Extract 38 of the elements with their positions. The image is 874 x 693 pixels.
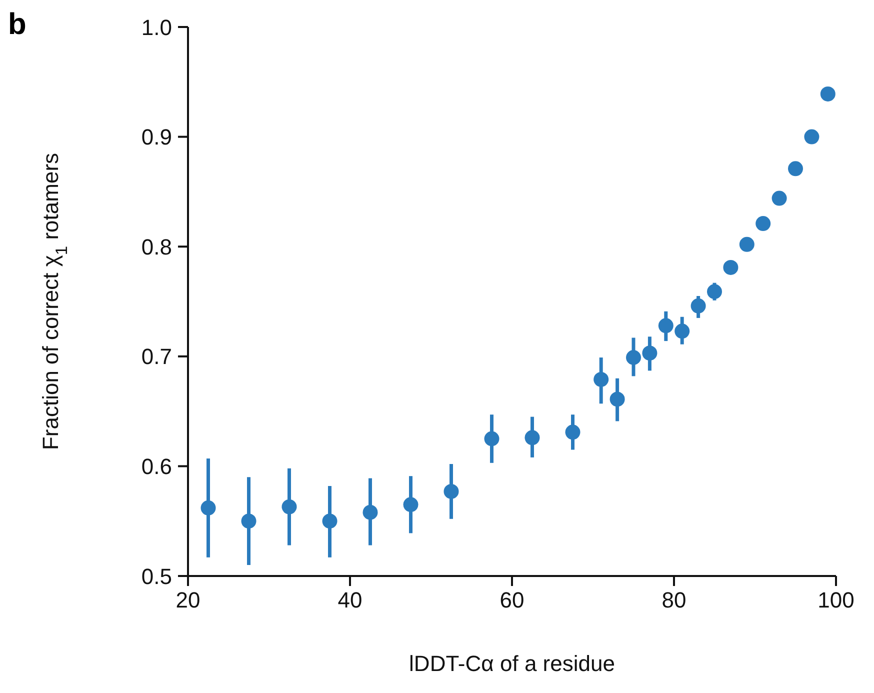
point bbox=[362, 504, 378, 520]
x-tick-label: 40 bbox=[338, 588, 362, 613]
point bbox=[772, 190, 787, 206]
point bbox=[756, 216, 771, 232]
point bbox=[282, 499, 297, 514]
point bbox=[788, 161, 803, 176]
point bbox=[241, 514, 256, 529]
point bbox=[658, 318, 674, 334]
point bbox=[594, 372, 609, 387]
point bbox=[723, 260, 738, 275]
x-axis-title: lDDT-Cα of a residue bbox=[409, 651, 615, 676]
point bbox=[674, 324, 690, 339]
point bbox=[484, 431, 500, 446]
x-tick-label: 80 bbox=[662, 588, 686, 613]
point bbox=[642, 346, 658, 361]
point bbox=[610, 392, 625, 407]
point bbox=[739, 236, 754, 252]
y-tick-label: 0.5 bbox=[141, 564, 172, 589]
point bbox=[444, 484, 459, 499]
x-tick-label: 20 bbox=[176, 588, 200, 613]
x-tick-label: 100 bbox=[818, 588, 854, 613]
y-tick-label: 0.7 bbox=[141, 344, 172, 370]
point bbox=[565, 424, 580, 440]
point bbox=[403, 497, 418, 512]
x-tick-label: 60 bbox=[500, 588, 524, 613]
point bbox=[200, 500, 216, 516]
y-tick-label: 0.9 bbox=[141, 124, 172, 150]
point bbox=[524, 430, 540, 446]
y-tick-label: 0.8 bbox=[141, 234, 172, 260]
point bbox=[804, 129, 820, 144]
point bbox=[820, 86, 836, 102]
y-tick-label: 1.0 bbox=[141, 14, 172, 40]
point bbox=[626, 350, 641, 365]
text: b bbox=[8, 8, 26, 42]
point bbox=[690, 298, 706, 314]
point bbox=[707, 284, 722, 300]
y-tick-label: 0.6 bbox=[141, 454, 172, 480]
point bbox=[322, 514, 338, 529]
